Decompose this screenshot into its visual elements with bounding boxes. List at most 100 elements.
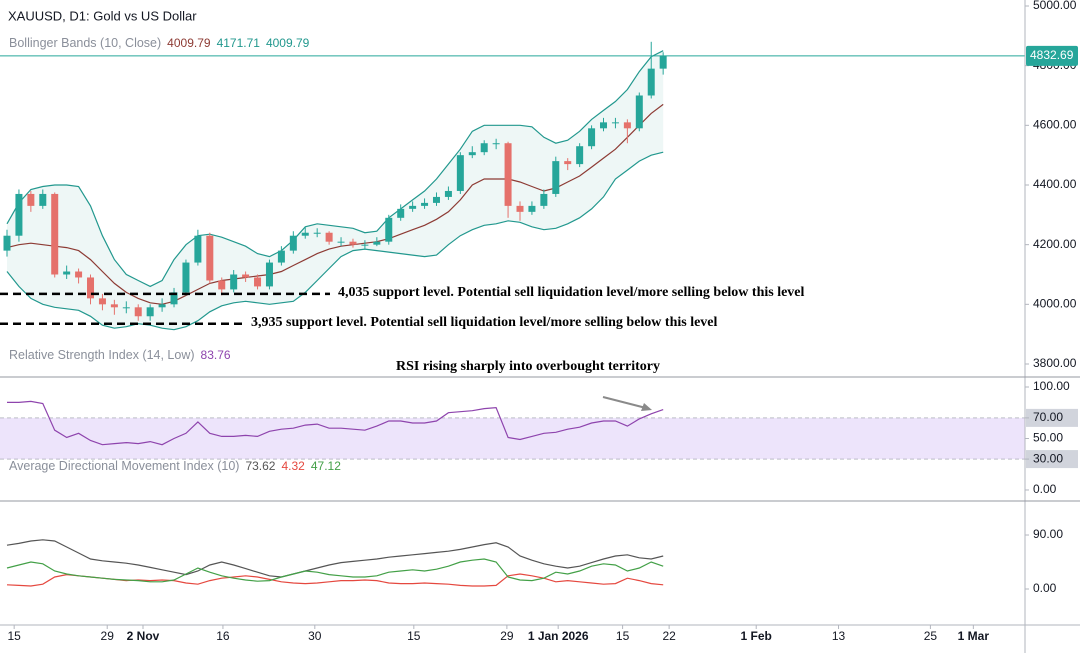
candle-body <box>564 161 572 165</box>
indicator-value: 83.76 <box>201 348 231 362</box>
candle-body <box>456 155 464 191</box>
candle-body <box>313 232 321 234</box>
candle-body <box>170 292 178 305</box>
marks-layer <box>0 41 1025 587</box>
candle-body <box>540 193 548 206</box>
y-tick-label: 4200.00 <box>1033 237 1077 251</box>
indicator-value: 4.32 <box>281 459 305 473</box>
annotation-arrowhead <box>641 403 652 411</box>
candle-body <box>552 161 560 194</box>
candle-body <box>265 262 273 287</box>
candle-body <box>39 193 47 206</box>
candle-body <box>504 143 512 206</box>
indicator-name: Relative Strength Index (14, Low) <box>9 348 195 362</box>
candle-body <box>218 280 226 290</box>
x-tick-label: 15 <box>7 629 21 643</box>
x-tick-label: 1 Feb <box>741 629 772 643</box>
y-tick-label: 30.00 <box>1033 451 1063 465</box>
annotation-text: RSI rising sharply into overbought terri… <box>396 359 660 374</box>
support-label: 4,035 support level. Potential sell liqu… <box>338 285 805 300</box>
candle-body <box>337 241 345 243</box>
x-tick-label: 1 Jan 2026 <box>528 629 589 643</box>
candle-body <box>373 241 381 245</box>
background-layer <box>0 50 1025 460</box>
candle-body <box>635 95 643 129</box>
candle-body <box>611 122 619 124</box>
candle-body <box>206 235 214 281</box>
candle-body <box>301 232 309 236</box>
candle-body <box>194 235 202 263</box>
candle-body <box>51 193 59 275</box>
indicator-line <box>7 400 664 446</box>
candle-body <box>289 235 297 251</box>
candle-body <box>122 307 130 309</box>
candle-body <box>492 143 500 145</box>
candle-body <box>134 307 142 317</box>
candle-body <box>528 205 536 212</box>
x-tick-label: 2 Nov <box>127 629 160 643</box>
y-tick-label: 4600.00 <box>1033 118 1077 132</box>
x-tick-label: 30 <box>308 629 322 643</box>
candle-body <box>421 202 429 206</box>
candle-body <box>432 196 440 203</box>
candle-body <box>3 235 11 251</box>
bollinger-lower <box>6 151 664 331</box>
candle-body <box>242 274 250 278</box>
candle-body <box>63 271 71 275</box>
x-tick-label: 1 Mar <box>958 629 990 643</box>
candle-body <box>659 55 667 69</box>
y-tick-label: 3800.00 <box>1033 356 1077 370</box>
candle-body <box>588 128 596 147</box>
candle-body <box>98 298 106 305</box>
candle-body <box>647 68 655 96</box>
candle-body <box>27 193 35 206</box>
candle-body <box>623 122 631 129</box>
last-price-box <box>1026 45 1078 66</box>
x-tick-label: 16 <box>216 629 230 643</box>
indicator-value: 4009.79 <box>266 36 310 50</box>
x-tick-label: 25 <box>924 629 938 643</box>
indicator-value: 4009.79 <box>167 36 211 50</box>
y-tick-label: 50.00 <box>1033 431 1063 445</box>
candle-body <box>516 205 524 212</box>
chart-title: XAUUSD, D1: Gold vs US Dollar <box>8 8 197 23</box>
x-tick-label: 15 <box>407 629 421 643</box>
candle-body <box>361 244 369 246</box>
y-tick-label: 100.00 <box>1033 379 1070 393</box>
indicator-line <box>6 539 664 578</box>
y-tick-label: 4400.00 <box>1033 177 1077 191</box>
candle-body <box>277 250 285 263</box>
candle-body <box>254 277 262 287</box>
x-tick-label: 29 <box>101 629 115 643</box>
indicator-header: Relative Strength Index (14, Low) 83.76 <box>9 348 231 362</box>
y-tick-label: 4000.00 <box>1033 296 1077 310</box>
y-tick-highlight <box>1026 450 1078 469</box>
indicator-value: 4171.71 <box>217 36 261 50</box>
indicator-header: Bollinger Bands (10, Close) 4009.79 4171.7… <box>9 36 310 50</box>
y-tick-label: 0.00 <box>1033 482 1057 496</box>
x-tick-label: 15 <box>616 629 630 643</box>
y-tick-label: 70.00 <box>1033 410 1063 424</box>
candle-body <box>146 307 154 317</box>
candle-body <box>110 304 118 308</box>
x-tick-label: 13 <box>832 629 846 643</box>
candle-body <box>480 143 488 153</box>
candle-body <box>230 274 238 290</box>
candle-body <box>75 271 83 278</box>
candle-body <box>600 122 608 129</box>
indicator-value: 47.12 <box>311 459 341 473</box>
indicator-name: Average Directional Movement Index (10) <box>9 459 239 473</box>
x-tick-label: 22 <box>662 629 676 643</box>
candle-body <box>576 146 584 165</box>
annotation-arrow <box>602 396 647 409</box>
bollinger-fill <box>7 50 664 330</box>
candle-body <box>158 304 166 308</box>
candle-body <box>444 190 452 197</box>
candle-body <box>385 217 393 242</box>
indicator-line <box>6 558 664 583</box>
y-tick-label: 90.00 <box>1033 527 1063 541</box>
bollinger-upper <box>6 50 664 288</box>
support-label: 3,935 support level. Potential sell liqu… <box>251 315 718 330</box>
y-tick-label: 0.00 <box>1033 581 1057 595</box>
